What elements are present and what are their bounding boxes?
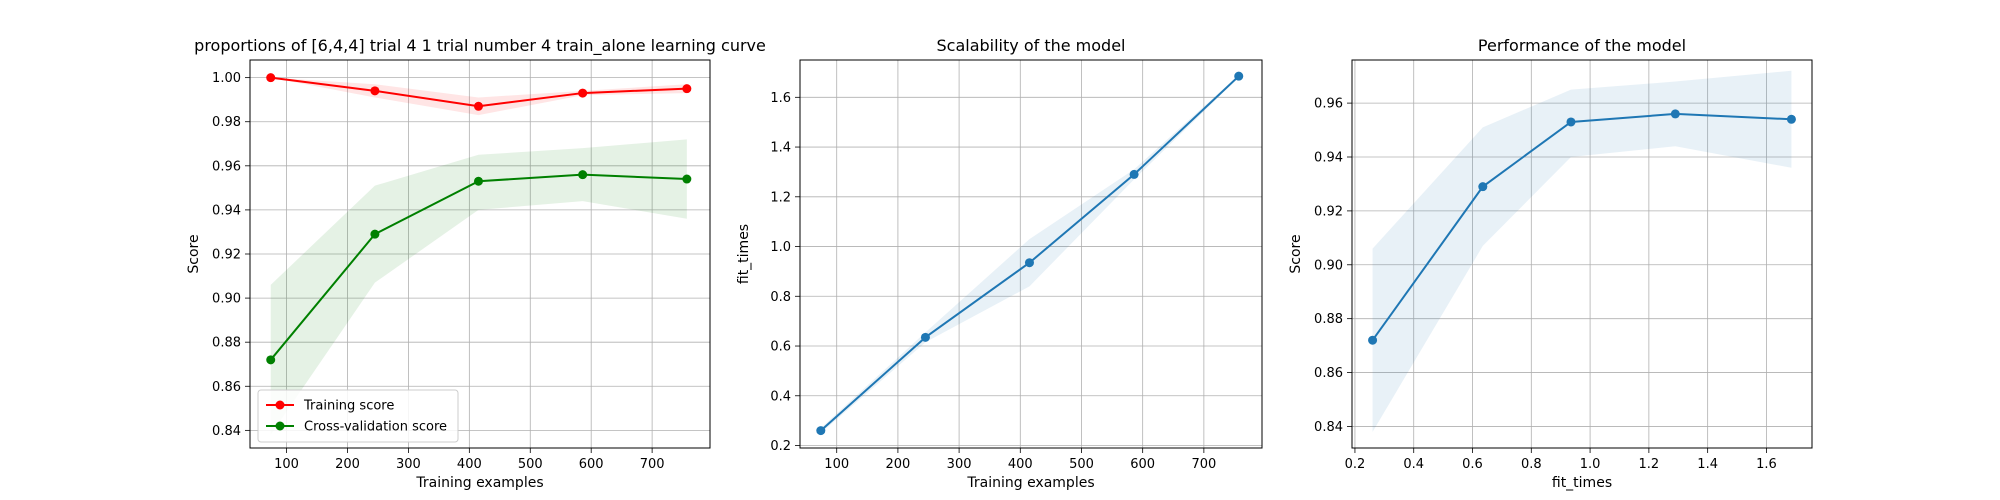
series-1-point bbox=[1024, 258, 1034, 268]
x-tick-label: 200 bbox=[885, 457, 910, 472]
y-axis-label: Score bbox=[1288, 234, 1304, 273]
y-tick-label: 1.00 bbox=[212, 71, 241, 86]
x-axis-label: Training examples bbox=[415, 475, 543, 491]
series-1-point bbox=[816, 426, 826, 436]
y-tick-label: 0.8 bbox=[770, 290, 791, 305]
x-tick-label: 1.0 bbox=[1580, 457, 1601, 472]
y-tick-label: 0.94 bbox=[212, 203, 241, 218]
y-tick-label: 0.96 bbox=[1314, 97, 1343, 112]
x-tick-label: 400 bbox=[457, 457, 482, 472]
x-tick-label: 0.6 bbox=[1462, 457, 1483, 472]
x-tick-label: 300 bbox=[947, 457, 972, 472]
series-1-point bbox=[578, 88, 588, 98]
series-1-point bbox=[1670, 109, 1680, 119]
y-tick-label: 0.88 bbox=[1314, 312, 1343, 327]
series-2-point bbox=[266, 355, 276, 365]
series-2-point bbox=[578, 170, 588, 180]
legend-label: Training score bbox=[303, 399, 394, 414]
y-tick-label: 0.90 bbox=[212, 292, 241, 307]
series-1-point bbox=[266, 73, 276, 83]
legend-label: Cross-validation score bbox=[304, 420, 447, 435]
y-tick-label: 0.6 bbox=[770, 340, 791, 355]
plot-frame bbox=[249, 59, 711, 449]
series-1-point bbox=[1478, 182, 1488, 192]
x-tick-label: 500 bbox=[518, 457, 543, 472]
x-tick-label: 600 bbox=[579, 457, 604, 472]
y-tick-label: 0.92 bbox=[212, 248, 241, 263]
y-tick-label: 0.92 bbox=[1314, 204, 1343, 219]
x-tick-label: 600 bbox=[1130, 457, 1155, 472]
legend: Training score Cross-validation score bbox=[257, 389, 459, 443]
y-tick-label: 1.4 bbox=[770, 141, 791, 156]
y-axis-label: fit_times bbox=[736, 224, 752, 284]
x-tick-label: 0.4 bbox=[1403, 457, 1424, 472]
grid-lines bbox=[1352, 60, 1812, 448]
series-1-point bbox=[1566, 117, 1576, 127]
chart-title: Scalability of the model bbox=[937, 36, 1126, 55]
chart-title: proportions of [6,4,4] trial 4 1 trial n… bbox=[194, 36, 766, 56]
series-1-std-band bbox=[820, 74, 1239, 434]
plot-frame bbox=[1351, 59, 1813, 449]
y-tick-label: 0.2 bbox=[770, 439, 791, 454]
grid-lines bbox=[250, 60, 710, 448]
x-tick-label: 300 bbox=[396, 457, 421, 472]
legend-box bbox=[257, 389, 459, 443]
chart-panel-2: 100 200 300 400 500 600 700 0.2 0.4 0.6 0.8 1.0 1.2 1… bbox=[736, 36, 1263, 491]
series-1-point bbox=[920, 332, 930, 342]
y-tick-label: 0.4 bbox=[770, 389, 791, 404]
x-tick-label: 1.2 bbox=[1639, 457, 1660, 472]
series-2-point bbox=[682, 174, 692, 184]
x-tick-label: 700 bbox=[1191, 457, 1216, 472]
series-1-point bbox=[473, 101, 483, 111]
x-tick-label: 0.2 bbox=[1345, 457, 1366, 472]
series-1-std-band bbox=[1372, 70, 1792, 432]
x-tick-label: 1.4 bbox=[1697, 457, 1718, 472]
y-tick-label: 0.84 bbox=[1314, 420, 1343, 435]
y-tick-label: 1.6 bbox=[770, 91, 791, 106]
x-axis-label: Training examples bbox=[966, 475, 1094, 491]
y-tick-label: 0.96 bbox=[212, 159, 241, 174]
legend-marker bbox=[275, 400, 285, 410]
x-tick-label: 0.8 bbox=[1521, 457, 1542, 472]
x-tick-label: 100 bbox=[824, 457, 849, 472]
y-axis-label: Score bbox=[186, 234, 202, 273]
x-tick-label: 700 bbox=[640, 457, 665, 472]
x-tick-label: 500 bbox=[1069, 457, 1094, 472]
x-tick-label: 100 bbox=[274, 457, 299, 472]
grid-lines bbox=[800, 60, 1262, 448]
series-2-point bbox=[473, 176, 483, 186]
chart-title: Performance of the model bbox=[1478, 36, 1686, 55]
x-tick-label: 400 bbox=[1008, 457, 1033, 472]
series-1-point bbox=[1786, 114, 1796, 124]
series-2-std-band bbox=[270, 139, 687, 435]
series-1-point bbox=[1129, 169, 1139, 179]
x-tick-label: 1.6 bbox=[1756, 457, 1777, 472]
y-tick-label: 0.84 bbox=[212, 424, 241, 439]
y-tick-label: 1.0 bbox=[770, 240, 791, 255]
y-tick-label: 0.88 bbox=[212, 336, 241, 351]
plot-frame bbox=[799, 59, 1263, 449]
y-tick-label: 0.86 bbox=[212, 380, 241, 395]
series-1-point bbox=[1234, 71, 1244, 81]
legend-marker bbox=[275, 421, 285, 431]
y-tick-label: 0.94 bbox=[1314, 151, 1343, 166]
series-2-point bbox=[370, 229, 380, 239]
chart-panel-1: 100 200 300 400 500 600 700 0.84 0.86 0.88 0.90 0.9… bbox=[186, 36, 766, 491]
x-tick-label: 200 bbox=[335, 457, 360, 472]
series-1-point bbox=[370, 86, 380, 96]
chart-panel-3: 0.2 0.4 0.6 0.8 1.0 1.2 1.4 1.6 0.84 0.86 0.88 0.90… bbox=[1288, 36, 1813, 491]
y-tick-label: 1.2 bbox=[770, 190, 791, 205]
series-1-point bbox=[1368, 335, 1378, 345]
y-tick-label: 0.86 bbox=[1314, 366, 1343, 381]
series-1-point bbox=[682, 84, 692, 94]
y-tick-label: 0.90 bbox=[1314, 258, 1343, 273]
y-tick-label: 0.98 bbox=[212, 115, 241, 130]
x-axis-label: fit_times bbox=[1552, 475, 1612, 491]
